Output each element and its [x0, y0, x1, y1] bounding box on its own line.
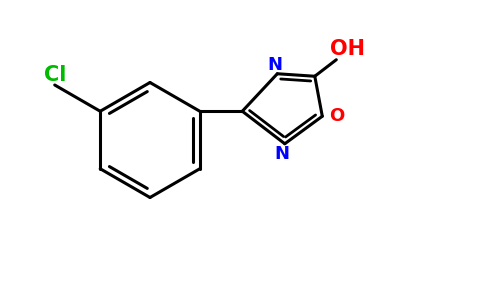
- Text: O: O: [329, 107, 344, 125]
- Text: N: N: [267, 56, 282, 74]
- Text: OH: OH: [330, 39, 365, 59]
- Text: Cl: Cl: [44, 65, 66, 85]
- Text: N: N: [275, 145, 290, 163]
